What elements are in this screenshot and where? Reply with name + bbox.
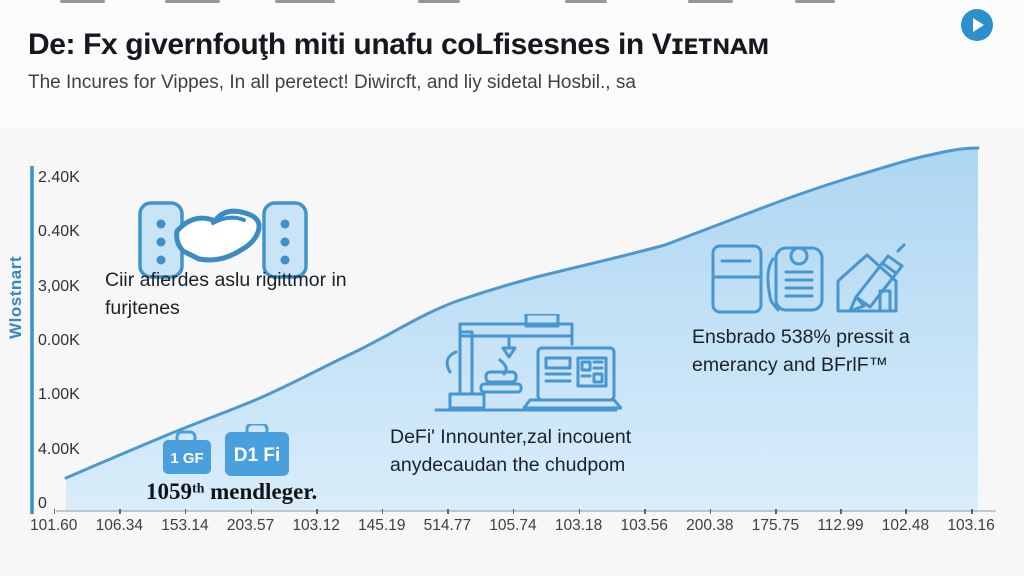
y-axis-title: Wlostnart bbox=[6, 256, 25, 339]
play-icon bbox=[973, 18, 984, 32]
annotation-machine-line1: DeFi' Innounter,zal incouent bbox=[390, 426, 632, 448]
annotation-emergency-line2: emerancy and BFrlF™ bbox=[692, 354, 889, 376]
robot-arm-laptop-icon bbox=[434, 314, 622, 412]
play-button[interactable] bbox=[961, 9, 993, 41]
x-axis-tick-labels: 101.60 106.34 153.14 203.57 103.12 145.19 514.… bbox=[30, 509, 995, 535]
hand-care-icon bbox=[138, 201, 308, 279]
annotation-care-line2: furjtenes bbox=[105, 297, 180, 319]
x-tick-label: 145.19 bbox=[358, 509, 406, 534]
badge-d1-fi: D1 Fi bbox=[234, 445, 280, 466]
y-tick-label: 0.40K bbox=[38, 223, 80, 241]
y-tick-label: 0 bbox=[38, 494, 47, 512]
y-tick-label: 1.00K bbox=[38, 386, 80, 404]
emergency-icons bbox=[711, 243, 906, 314]
annotation-machine-line2: anydecaudan the chudpom bbox=[390, 454, 626, 476]
y-tick-label: 0.00K bbox=[38, 331, 80, 349]
badge-1-gf: 1 GF bbox=[170, 450, 203, 467]
x-tick-label: 153.14 bbox=[161, 509, 209, 534]
x-tick-label: 514.77 bbox=[423, 509, 472, 534]
cabinet-icon bbox=[711, 244, 763, 314]
y-axis-tick-labels: 2.40K 0.40K 3,00K 0.00K 1.00K 4.00K 0 bbox=[38, 168, 80, 514]
x-tick-label: 105.74 bbox=[489, 509, 537, 534]
y-tick-label: 4.00K bbox=[38, 440, 80, 458]
page-subtitle: The Incures for Vippes, In all peretect!… bbox=[28, 72, 636, 93]
annotation-machine: DeFi' Innounter,zal incouent anydecaudan… bbox=[390, 423, 631, 479]
area-series-fill bbox=[66, 148, 978, 512]
area-series-line bbox=[64, 146, 980, 480]
house-pencil-icon bbox=[836, 243, 906, 313]
briefcase-badges: 1 GF D1 Fi bbox=[163, 424, 289, 476]
x-tick-label: 203.57 bbox=[226, 509, 275, 534]
annotation-care: Ciir afierdes aslu rigittmor in furjtene… bbox=[105, 266, 347, 322]
document-lock-icon bbox=[766, 246, 824, 312]
y-tick-label: 3,00K bbox=[38, 277, 80, 295]
annotation-care-line1: Ciir afierdes aslu rigittmor in bbox=[105, 269, 347, 291]
x-tick-label: 102.48 bbox=[881, 509, 930, 534]
x-tick-label: 103.16 bbox=[947, 509, 995, 534]
x-tick-label: 106.34 bbox=[95, 509, 144, 534]
x-tick-label: 200.38 bbox=[686, 509, 734, 534]
y-tick-label: 2.40K bbox=[38, 169, 80, 186]
x-tick-label: 103.18 bbox=[554, 509, 603, 534]
x-tick-label: 112.99 bbox=[817, 509, 864, 534]
annotation-emergency: Ensbrado 538% pressit a emerancy and BFr… bbox=[692, 323, 910, 379]
x-tick-label: 103.12 bbox=[292, 509, 340, 534]
milestone-caption: 1059ᵗʰ mendleger. bbox=[146, 479, 318, 504]
page-title: De: Fx givernfouţh miti unafu coLfisesne… bbox=[28, 28, 770, 61]
annotation-emergency-line1: Ensbrado 538% pressit a bbox=[692, 326, 910, 348]
x-tick-label: 101.60 bbox=[30, 509, 78, 534]
x-tick-label: 175.75 bbox=[751, 509, 800, 534]
x-tick-label: 103.56 bbox=[620, 509, 668, 534]
